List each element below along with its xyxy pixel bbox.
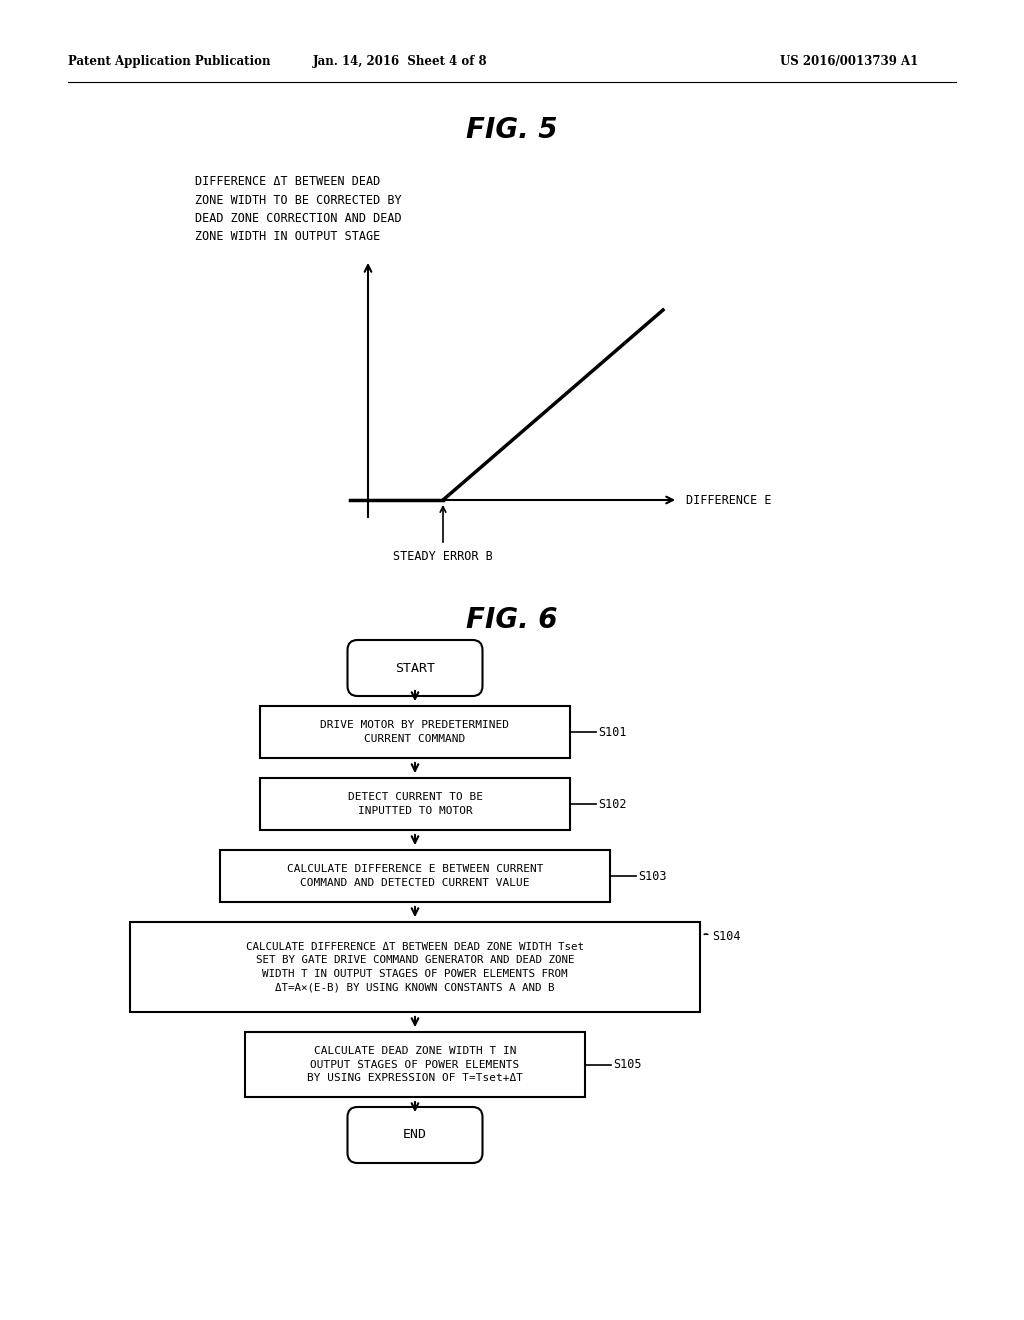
Text: CALCULATE DIFFERENCE ΔT BETWEEN DEAD ZONE WIDTH Tset
SET BY GATE DRIVE COMMAND G: CALCULATE DIFFERENCE ΔT BETWEEN DEAD ZON… <box>246 941 584 993</box>
Bar <box>220 850 610 902</box>
Text: CALCULATE DEAD ZONE WIDTH T IN
OUTPUT STAGES OF POWER ELEMENTS
BY USING EXPRESSI: CALCULATE DEAD ZONE WIDTH T IN OUTPUT ST… <box>307 1045 523 1084</box>
Text: S103: S103 <box>638 870 667 883</box>
FancyBboxPatch shape <box>347 1107 482 1163</box>
Text: START: START <box>395 661 435 675</box>
Text: FIG. 5: FIG. 5 <box>466 116 558 144</box>
Text: Patent Application Publication: Patent Application Publication <box>68 55 270 69</box>
Text: STEADY ERROR B: STEADY ERROR B <box>393 550 493 564</box>
Text: FIG. 6: FIG. 6 <box>466 606 558 634</box>
Text: DIFFERENCE ΔT BETWEEN DEAD
ZONE WIDTH TO BE CORRECTED BY
DEAD ZONE CORRECTION AN: DIFFERENCE ΔT BETWEEN DEAD ZONE WIDTH TO… <box>195 176 401 243</box>
Text: S105: S105 <box>613 1059 641 1071</box>
Text: S101: S101 <box>598 726 627 738</box>
Text: S104: S104 <box>712 929 740 942</box>
Bar <box>260 706 570 758</box>
Bar <box>245 1032 585 1097</box>
Text: CALCULATE DIFFERENCE E BETWEEN CURRENT
COMMAND AND DETECTED CURRENT VALUE: CALCULATE DIFFERENCE E BETWEEN CURRENT C… <box>287 865 544 888</box>
Text: S102: S102 <box>598 797 627 810</box>
Text: Jan. 14, 2016  Sheet 4 of 8: Jan. 14, 2016 Sheet 4 of 8 <box>312 55 487 69</box>
Text: DIFFERENCE E: DIFFERENCE E <box>686 494 771 507</box>
Text: END: END <box>403 1129 427 1142</box>
Text: DRIVE MOTOR BY PREDETERMINED
CURRENT COMMAND: DRIVE MOTOR BY PREDETERMINED CURRENT COM… <box>321 721 510 743</box>
Bar <box>260 777 570 830</box>
Bar <box>130 921 700 1012</box>
Text: DETECT CURRENT TO BE
INPUTTED TO MOTOR: DETECT CURRENT TO BE INPUTTED TO MOTOR <box>347 792 482 816</box>
FancyBboxPatch shape <box>347 640 482 696</box>
Text: US 2016/0013739 A1: US 2016/0013739 A1 <box>780 55 919 69</box>
